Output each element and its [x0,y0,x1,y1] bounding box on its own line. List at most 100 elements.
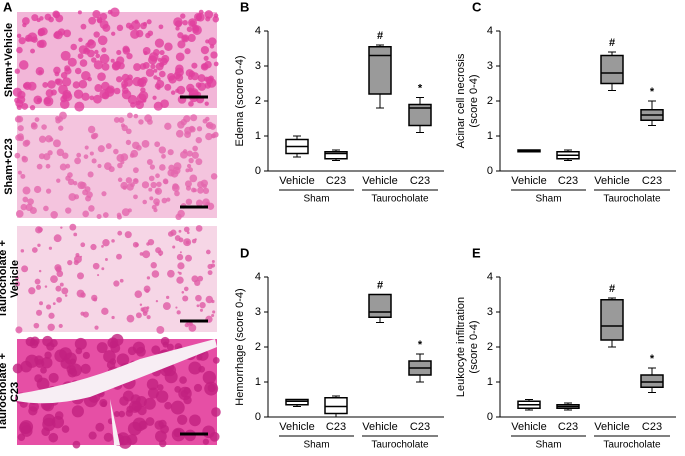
cell-nucleus [175,52,185,62]
cell-nucleus [99,53,110,64]
cell-nucleus [77,181,86,190]
image-label: Vehicle [9,260,21,298]
cell-nucleus [45,163,51,169]
cell-nucleus [93,31,100,38]
cell-nucleus [212,131,219,138]
cell-nucleus [148,175,155,182]
cell-nucleus [101,267,105,271]
cell-nucleus [38,269,42,273]
cell-nucleus [189,126,196,133]
cell-nucleus [205,116,210,122]
x-tick-label: Vehicle [594,421,629,433]
cell-nucleus [197,187,204,194]
cell-nucleus [153,208,158,213]
cell-nucleus [34,117,40,122]
cell-nucleus [73,89,84,99]
cell-nucleus [34,374,43,383]
panel-letter: D [240,245,249,260]
group-label: Taurocholate [371,440,429,451]
cell-nucleus [43,205,49,212]
cell-nucleus [101,81,110,91]
panel-letter: B [240,0,249,14]
y-tick-label: 2 [255,95,261,107]
cell-nucleus [192,145,198,152]
cell-nucleus [99,19,109,29]
cell-nucleus [91,57,97,63]
cell-nucleus [30,48,36,54]
y-tick-label: 1 [487,376,493,388]
cell-nucleus [140,87,146,93]
cell-nucleus [113,148,119,155]
cell-nucleus [171,184,180,192]
cell-nucleus [189,414,201,427]
x-tick-label: Vehicle [511,421,546,433]
cell-nucleus [76,272,85,280]
cell-nucleus [36,40,45,48]
cell-nucleus [189,174,198,183]
cell-nucleus [56,270,64,278]
cell-nucleus [174,386,182,393]
y-tick-label: 3 [487,306,493,318]
cell-nucleus [92,9,101,19]
cell-nucleus [179,251,182,254]
cell-nucleus [204,101,209,106]
cell-nucleus [138,119,144,125]
cell-nucleus [202,187,210,194]
cell-nucleus [92,132,99,139]
cell-nucleus [113,410,120,418]
cell-nucleus [64,67,72,75]
cell-nucleus [33,322,40,329]
cell-nucleus [63,92,73,102]
x-tick-label: C23 [326,175,346,187]
cell-nucleus [82,351,90,360]
cell-nucleus [202,425,215,439]
y-tick-label: 4 [255,271,261,283]
cell-nucleus [56,296,62,303]
cell-nucleus [122,390,134,402]
cell-nucleus [61,77,72,87]
cell-nucleus [76,152,82,158]
cell-nucleus [36,163,43,170]
cell-nucleus [182,149,188,154]
significance-mark: * [650,353,655,365]
cell-nucleus [124,231,132,239]
cell-nucleus [82,210,90,218]
cell-nucleus [95,53,101,59]
cell-nucleus [154,187,163,195]
cell-nucleus [202,438,210,445]
cell-nucleus [127,74,133,81]
cell-nucleus [166,295,170,300]
cell-nucleus [157,250,164,256]
cell-nucleus [153,101,163,111]
cell-nucleus [177,271,180,274]
cell-nucleus [56,148,65,157]
cell-nucleus [175,129,184,138]
cell-nucleus [211,313,215,318]
cell-nucleus [160,57,168,66]
tissue-gap [110,399,120,445]
cell-nucleus [149,164,156,170]
cell-nucleus [35,226,43,234]
histology-image [12,7,220,112]
significance-mark: # [609,283,615,295]
cell-nucleus [156,384,164,391]
cell-nucleus [55,117,61,124]
cell-nucleus [143,397,156,410]
cell-nucleus [156,79,165,89]
y-tick-label: 3 [255,60,261,72]
cell-nucleus [158,146,167,154]
y-tick-label: 1 [255,376,261,388]
cell-nucleus [48,312,55,319]
cell-nucleus [24,139,31,146]
cell-nucleus [126,183,134,191]
cell-nucleus [25,37,30,42]
cell-nucleus [114,60,122,68]
cell-nucleus [68,193,77,201]
cell-nucleus [183,395,192,405]
cell-nucleus [45,135,53,143]
cell-nucleus [115,76,123,83]
cell-nucleus [183,238,192,247]
cell-nucleus [146,118,153,125]
cell-nucleus [180,13,186,19]
cell-nucleus [78,79,88,89]
